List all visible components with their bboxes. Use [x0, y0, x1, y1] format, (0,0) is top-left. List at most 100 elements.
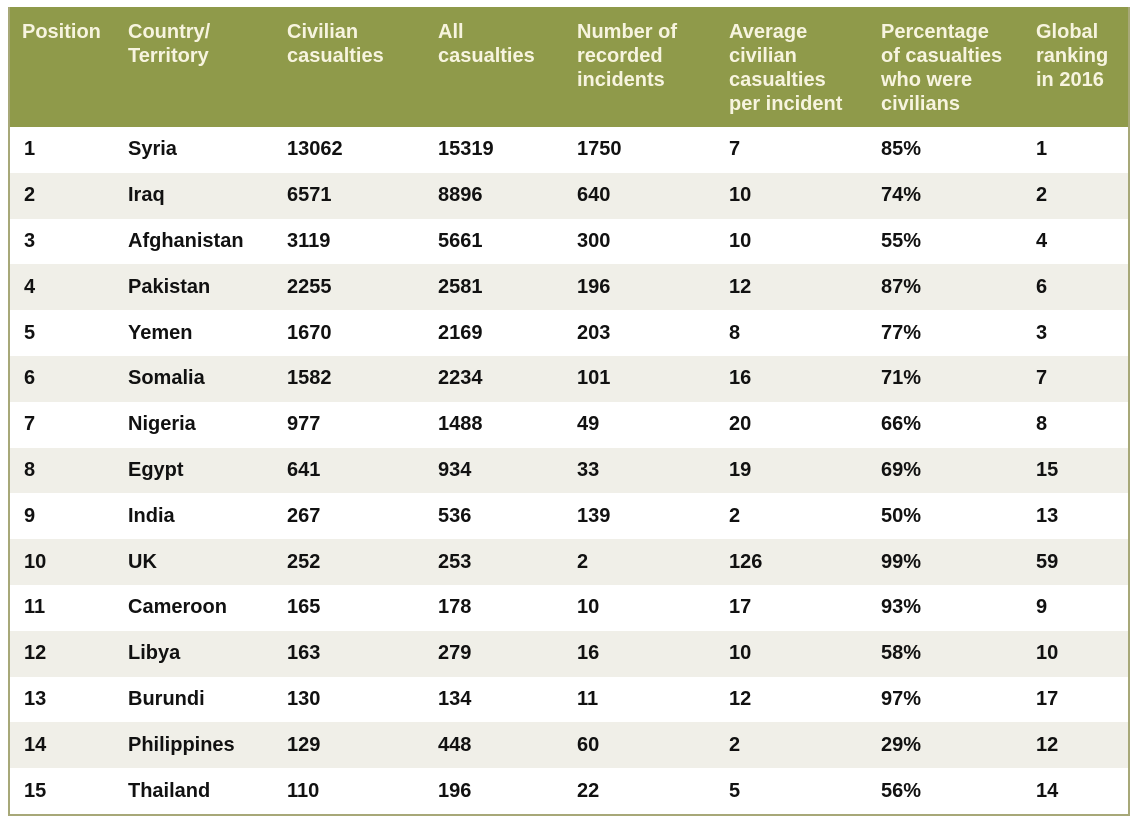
cell-incidents: 60: [577, 722, 729, 769]
cell-all-casualties: 536: [438, 504, 472, 527]
cell-position: 1: [24, 138, 36, 161]
cell-avg-per-incident: 7: [729, 138, 741, 161]
cell-all-casualties: 8896: [438, 172, 577, 219]
cell-position: 8: [9, 447, 128, 494]
cell-country: UK: [128, 539, 287, 585]
cell-all-casualties: 2581: [438, 264, 577, 311]
cell-avg-per-incident: 10: [729, 229, 752, 252]
cell-position: 12: [9, 630, 128, 677]
cell-civilian-casualties: 110: [287, 779, 320, 802]
cell-global-ranking: 8: [1036, 413, 1048, 436]
cell-global-ranking: 1: [1036, 138, 1048, 161]
cell-all-casualties: 253: [438, 539, 577, 585]
table-row: 8 Egypt 641 934 33 19 69% 15: [9, 447, 1129, 494]
cell-incidents: 22: [577, 779, 600, 802]
cell-country: Afghanistan: [128, 229, 244, 252]
cell-position: 3: [24, 229, 36, 252]
cell-pct-civilians: 55%: [881, 229, 922, 252]
cell-global-ranking: 2: [1036, 172, 1129, 219]
cell-incidents: 1750: [577, 138, 622, 161]
cell-incidents: 203: [577, 321, 611, 344]
cell-all-casualties: 448: [438, 722, 577, 769]
cell-country: India: [128, 504, 175, 527]
cell-position: 10: [9, 539, 128, 585]
cell-civilian-casualties: 130: [287, 687, 321, 710]
cell-global-ranking: 3: [1036, 321, 1048, 344]
cell-avg-per-incident: 126: [729, 539, 881, 585]
cell-pct-civilians: 93%: [881, 596, 922, 619]
cell-country: Pakistan: [128, 264, 287, 311]
cell-avg-per-incident: 2: [729, 504, 741, 527]
cell-country: Somalia: [128, 355, 287, 402]
cell-incidents: 139: [577, 504, 611, 527]
cell-global-ranking: 7: [1036, 355, 1129, 402]
cell-pct-civilians: 29%: [881, 722, 1036, 769]
cell-all-casualties: 279: [438, 630, 577, 677]
cell-avg-per-incident: 2: [729, 722, 881, 769]
table-row: 12 Libya 163 279 16 10 58% 10: [9, 630, 1129, 677]
cell-all-casualties: 2234: [438, 355, 577, 402]
cell-incidents: 49: [577, 413, 600, 436]
cell-country: Nigeria: [128, 413, 196, 436]
cell-civilian-casualties: 165: [287, 596, 321, 619]
cell-avg-per-incident: 12: [729, 687, 752, 710]
cell-position: 4: [9, 264, 128, 311]
cell-all-casualties: 934: [438, 447, 577, 494]
cell-global-ranking: 17: [1036, 687, 1059, 710]
cell-avg-per-incident: 10: [729, 630, 881, 677]
column-header-incidents: Number of recorded incidents: [577, 7, 729, 127]
cell-avg-per-incident: 20: [729, 413, 752, 436]
table-row: 2 Iraq 6571 8896 640 10 74% 2: [9, 172, 1129, 219]
cell-country: Syria: [128, 138, 177, 161]
cell-pct-civilians: 50%: [881, 504, 922, 527]
cell-incidents: 11: [577, 687, 599, 710]
cell-pct-civilians: 69%: [881, 447, 1036, 494]
header-row: Position Country/ Territory Civilian casua…: [9, 7, 1129, 127]
cell-pct-civilians: 77%: [881, 321, 922, 344]
cell-avg-per-incident: 19: [729, 447, 881, 494]
table-row: 10 UK 252 253 2 126 99% 59: [9, 539, 1129, 585]
cell-pct-civilians: 66%: [881, 413, 922, 436]
column-header-country: Country/ Territory: [128, 7, 287, 127]
column-header-position: Position: [9, 7, 128, 127]
table-row: 4 Pakistan 2255 2581 196 12 87% 6: [9, 264, 1129, 311]
table-row: 15 Thailand 110 196 22 5 56% 14: [9, 768, 1129, 815]
cell-global-ranking: 15: [1036, 447, 1129, 494]
cell-avg-per-incident: 10: [729, 172, 881, 219]
cell-incidents: 2: [577, 539, 729, 585]
cell-position: 14: [9, 722, 128, 769]
cell-incidents: 640: [577, 172, 729, 219]
cell-civilian-casualties: 252: [287, 539, 438, 585]
cell-position: 11: [24, 596, 46, 619]
cell-country: Egypt: [128, 447, 287, 494]
table-row: 14 Philippines 129 448 60 2 29% 12: [9, 722, 1129, 769]
column-header-avg-per-incident: Average civilian casualties per incident: [729, 7, 881, 127]
column-header-global-ranking: Global ranking in 2016: [1036, 7, 1129, 127]
cell-incidents: 16: [577, 630, 729, 677]
cell-position: 6: [9, 355, 128, 402]
cell-all-casualties: 1488: [438, 413, 483, 436]
table-row: 3 Afghanistan 3119 5661 300 10 55% 4: [9, 219, 1129, 265]
cell-incidents: 101: [577, 355, 729, 402]
cell-country: Philippines: [128, 722, 287, 769]
cell-global-ranking: 6: [1036, 264, 1129, 311]
table-row: 9 India 267 536 139 2 50% 13: [9, 493, 1129, 539]
cell-country: Iraq: [128, 172, 287, 219]
cell-pct-civilians: 97%: [881, 687, 922, 710]
cell-global-ranking: 59: [1036, 539, 1129, 585]
cell-avg-per-incident: 17: [729, 596, 752, 619]
table-row: 13 Burundi 130 134 11 12 97% 17: [9, 677, 1129, 723]
cell-avg-per-incident: 12: [729, 264, 881, 311]
cell-country: Yemen: [128, 321, 193, 344]
column-header-pct-civilians: Percentage of casualties who were civili…: [881, 7, 1036, 127]
cell-all-casualties: 178: [438, 596, 472, 619]
cell-incidents: 10: [577, 596, 600, 619]
cell-civilian-casualties: 1670: [287, 321, 332, 344]
cell-position: 2: [9, 172, 128, 219]
cell-pct-civilians: 99%: [881, 539, 1036, 585]
cell-position: 13: [24, 687, 47, 710]
table-row: 7 Nigeria 977 1488 49 20 66% 8: [9, 402, 1129, 448]
cell-pct-civilians: 71%: [881, 355, 1036, 402]
casualties-table: Position Country/ Territory Civilian casua…: [8, 7, 1130, 816]
cell-incidents: 196: [577, 264, 729, 311]
